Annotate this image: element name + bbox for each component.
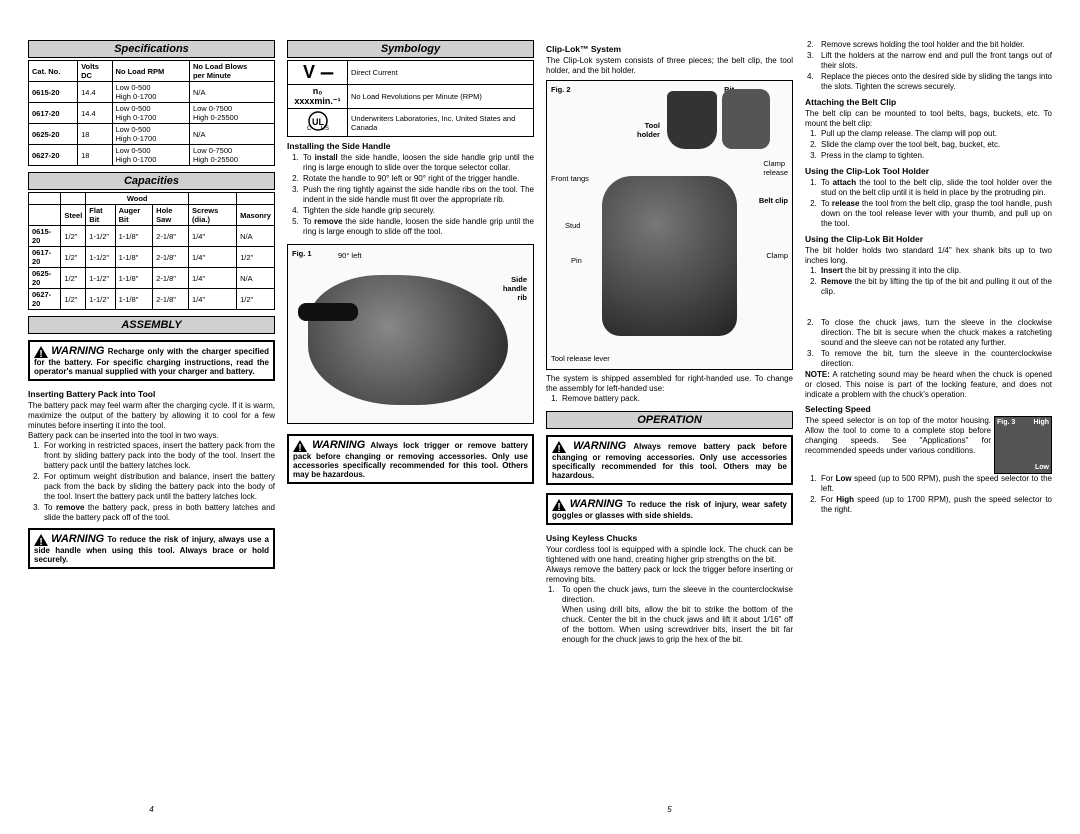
assembly-header: ASSEMBLY xyxy=(28,316,275,334)
side-handle-head: Installing the Side Handle xyxy=(287,141,534,151)
specifications-header: Specifications xyxy=(28,40,275,58)
spec-cell: 0625-20 xyxy=(29,124,78,145)
warning-icon: ! xyxy=(34,346,48,358)
svg-text:!: ! xyxy=(39,349,42,358)
cliplok-head: Clip-Lok™ System xyxy=(546,44,793,54)
keyless-head: Using Keyless Chucks xyxy=(546,533,793,543)
ul-icon: ULCUS xyxy=(288,109,348,137)
side-handle-list: To install the side handle, loosen the s… xyxy=(301,153,534,238)
page-number-4: 4 xyxy=(28,799,275,814)
dc-icon: V --- xyxy=(288,61,348,85)
column-1: Specifications Cat. No. VoltsDC No Load … xyxy=(28,40,275,814)
column-2: Symbology V ---Direct Current n₀ xxxxmin… xyxy=(287,40,534,814)
page-number-5: 5 xyxy=(546,799,793,814)
symbology-header: Symbology xyxy=(287,40,534,58)
warning-icon: ! xyxy=(552,441,566,453)
warning-goggles: ! WARNING To reduce the risk of injury, … xyxy=(546,493,793,525)
insert-p1: The battery pack may feel warm after the… xyxy=(28,401,275,431)
spec-cell: 0617-20 xyxy=(29,103,78,124)
toolholder-head: Using the Clip-Lok Tool Holder xyxy=(805,166,1052,176)
svg-text:!: ! xyxy=(298,443,301,452)
warning-icon: ! xyxy=(552,499,566,511)
warning-lock-trigger: ! WARNING Always lock trigger or remove … xyxy=(287,434,534,484)
toolholder-list: To attach the tool to the belt clip, sli… xyxy=(819,178,1052,230)
svg-text:C: C xyxy=(307,126,312,132)
column-4: 2.Remove screws holding the tool holder … xyxy=(805,40,1052,814)
spec-col-catno: Cat. No. xyxy=(29,61,78,82)
warning-icon: ! xyxy=(34,534,48,546)
capacities-table: Wood Steel Flat Bit Auger Bit Hole Saw S… xyxy=(28,192,275,310)
cliplok-disassemble-list: Remove battery pack. xyxy=(560,394,793,405)
svg-text:!: ! xyxy=(557,502,560,511)
keyless-list-2: 2.To close the chuck jaws, turn the slee… xyxy=(805,318,1052,370)
capacities-header: Capacities xyxy=(28,172,275,190)
insert-p2: Battery pack can be inserted into the to… xyxy=(28,431,275,441)
svg-text:US: US xyxy=(320,126,328,132)
keyless-list-1: 1.To open the chuck jaws, turn the sleev… xyxy=(546,585,793,646)
svg-text:!: ! xyxy=(39,537,42,546)
insert-battery-head: Inserting Battery Pack into Tool xyxy=(28,389,275,399)
bitholder-list: Insert the bit by pressing it into the c… xyxy=(819,266,1052,298)
figure-3: Fig. 3 High Low xyxy=(994,416,1052,474)
speed-head: Selecting Speed xyxy=(805,404,1052,414)
cliplok-disassemble-cont: 2.Remove screws holding the tool holder … xyxy=(805,40,1052,93)
bitholder-head: Using the Clip-Lok Bit Holder xyxy=(805,234,1052,244)
rpm-icon: n₀ xxxxmin.⁻¹ xyxy=(288,85,348,109)
attach-list: Pull up the clamp release. The clamp wil… xyxy=(819,129,1052,162)
spec-cell: 0615-20 xyxy=(29,82,78,103)
figure-2: Fig. 2 Bitholder Toolholder Front tangs … xyxy=(546,80,793,370)
warning-recharge: ! WARNING Recharge only with the charger… xyxy=(28,340,275,381)
spec-col-volts: VoltsDC xyxy=(78,61,112,82)
speed-list: For Low speed (up to 500 RPM), push the … xyxy=(819,474,1052,516)
figure-1: Fig. 1 90° left Sidehandlerib Indent xyxy=(287,244,534,424)
warning-remove-battery: ! WARNING Always remove battery pack bef… xyxy=(546,435,793,485)
spec-col-blows: No Load Blowsper Minute xyxy=(189,61,274,82)
operation-header: OPERATION xyxy=(546,411,793,429)
insert-list: For working in restricted spaces, insert… xyxy=(42,441,275,524)
symbology-table: V ---Direct Current n₀ xxxxmin.⁻¹No Load… xyxy=(287,60,534,137)
spec-cell: 0627-20 xyxy=(29,145,78,166)
attach-belt-head: Attaching the Belt Clip xyxy=(805,97,1052,107)
svg-text:!: ! xyxy=(557,444,560,453)
warning-side-handle: ! WARNING To reduce the risk of injury, … xyxy=(28,528,275,569)
specifications-table: Cat. No. VoltsDC No Load RPM No Load Blo… xyxy=(28,60,275,166)
warning-icon: ! xyxy=(293,440,307,452)
spec-col-rpm: No Load RPM xyxy=(112,61,189,82)
column-3: Clip-Lok™ System The Clip-Lok system con… xyxy=(546,40,793,814)
